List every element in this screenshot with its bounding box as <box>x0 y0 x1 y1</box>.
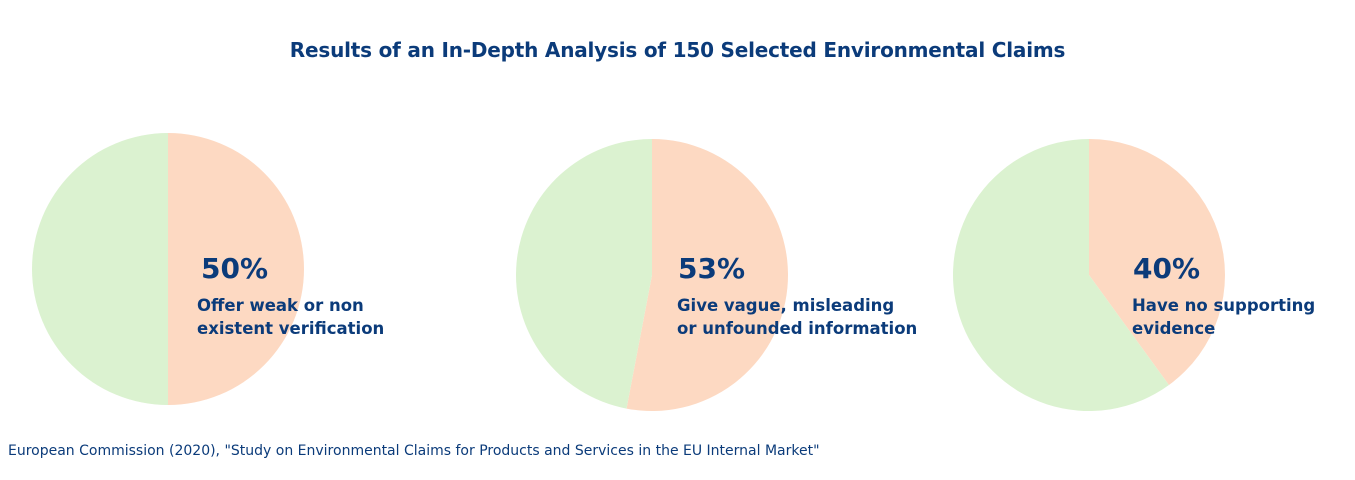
pie-3-percent: 40% <box>1133 252 1201 285</box>
pie-2-label-line-1: Give vague, misleading <box>677 296 895 315</box>
pie-3-label-line-1: Have no supporting <box>1132 296 1316 315</box>
pie-3-slice-1 <box>1089 139 1226 386</box>
pie-1-slice-2 <box>32 133 168 405</box>
pie-3-slice-2 <box>953 139 1169 411</box>
pie-1-percent: 50% <box>201 252 269 285</box>
pie-2-percent: 53% <box>678 252 746 285</box>
pie-2-slice-2 <box>515 139 652 409</box>
pie-1-label-line-1: Offer weak or non <box>197 296 364 315</box>
chart-title: Results of an In-Depth Analysis of 150 S… <box>289 38 1066 62</box>
pie-1-label-line-2: existent verification <box>197 319 385 338</box>
pie-2-slice-1 <box>626 139 788 411</box>
pie-1-slice-1 <box>168 133 304 405</box>
pie-2-label-line-2: or unfounded information <box>677 319 918 338</box>
source-citation: European Commission (2020), "Study on En… <box>8 443 820 459</box>
pie-3-label-line-2: evidence <box>1132 319 1216 338</box>
